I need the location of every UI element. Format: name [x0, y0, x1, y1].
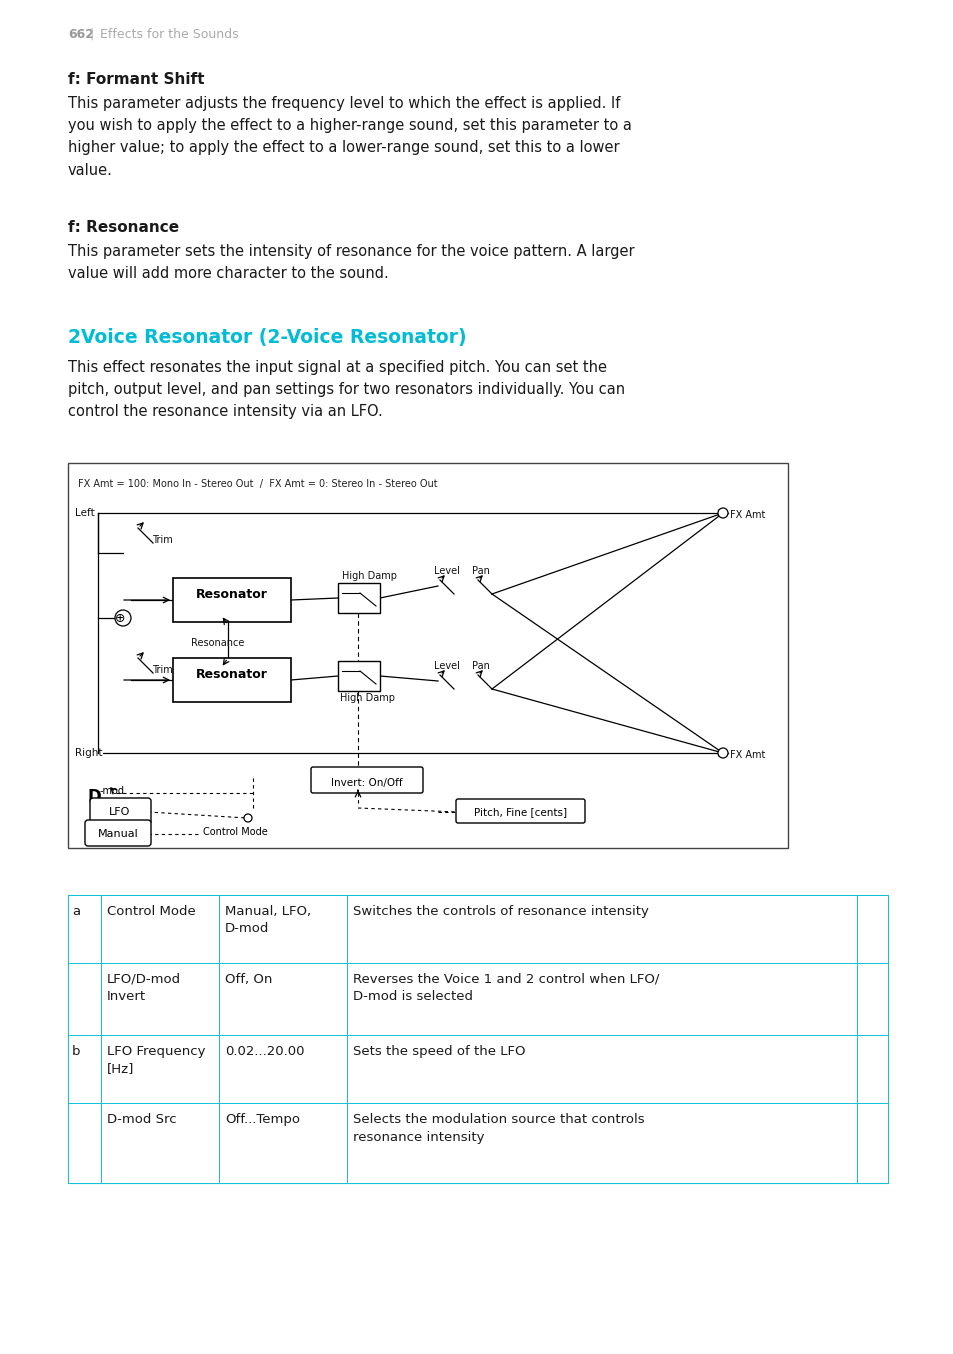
Text: 662: 662: [68, 28, 94, 41]
Bar: [101, 895, 219, 963]
Text: Trim: Trim: [152, 665, 172, 676]
Bar: [68, 463, 787, 848]
Text: Pitch, Fine [cents]: Pitch, Fine [cents]: [474, 807, 567, 816]
Bar: [101, 1034, 219, 1104]
Bar: [856, 1034, 887, 1104]
Text: Invert: On/Off: Invert: On/Off: [331, 779, 402, 788]
Text: LFO/D-mod
Invert: LFO/D-mod Invert: [107, 974, 181, 1003]
Bar: [337, 584, 379, 613]
Text: D-mod Src: D-mod Src: [107, 1113, 176, 1127]
Bar: [347, 1034, 856, 1104]
Circle shape: [115, 611, 131, 626]
Text: Level: Level: [434, 566, 459, 575]
FancyBboxPatch shape: [85, 821, 151, 846]
Text: f: Resonance: f: Resonance: [68, 219, 179, 236]
Circle shape: [244, 814, 252, 822]
Bar: [101, 1104, 219, 1183]
Text: This parameter sets the intensity of resonance for the voice pattern. A larger
v: This parameter sets the intensity of res…: [68, 244, 634, 282]
Bar: [101, 963, 219, 1034]
Text: LFO: LFO: [110, 807, 131, 816]
Text: Control Mode: Control Mode: [203, 827, 268, 837]
Bar: [68, 1104, 101, 1183]
Text: Sets the speed of the LFO: Sets the speed of the LFO: [353, 1045, 525, 1057]
Text: Level: Level: [434, 661, 459, 672]
Text: -mod: -mod: [100, 787, 125, 796]
Bar: [347, 963, 856, 1034]
Text: Control Mode: Control Mode: [107, 904, 195, 918]
Text: Resonator: Resonator: [196, 588, 268, 601]
Text: 0.02...20.00: 0.02...20.00: [225, 1045, 304, 1057]
Text: High Damp: High Damp: [339, 693, 395, 703]
Bar: [219, 1104, 347, 1183]
Text: This parameter adjusts the frequency level to which the effect is applied. If
yo: This parameter adjusts the frequency lev…: [68, 96, 631, 177]
Text: Left: Left: [75, 508, 94, 519]
Text: Manual, LFO,
D-mod: Manual, LFO, D-mod: [225, 904, 311, 936]
Bar: [68, 895, 887, 1183]
Text: Manual: Manual: [97, 829, 138, 839]
Text: Effects for the Sounds: Effects for the Sounds: [100, 28, 238, 41]
Text: This effect resonates the input signal at a specified pitch. You can set the
pit: This effect resonates the input signal a…: [68, 360, 624, 420]
Bar: [856, 1104, 887, 1183]
Bar: [219, 1034, 347, 1104]
Bar: [68, 1034, 101, 1104]
Text: Right: Right: [75, 747, 102, 758]
FancyBboxPatch shape: [311, 766, 422, 793]
Bar: [856, 963, 887, 1034]
Text: D: D: [88, 788, 102, 806]
Text: Selects the modulation source that controls
resonance intensity: Selects the modulation source that contr…: [353, 1113, 644, 1144]
Text: Resonator: Resonator: [196, 668, 268, 681]
Circle shape: [718, 508, 727, 519]
Text: |: |: [89, 28, 93, 41]
Bar: [219, 963, 347, 1034]
Bar: [172, 578, 291, 621]
Text: ⊕: ⊕: [114, 612, 125, 624]
Text: f: Formant Shift: f: Formant Shift: [68, 72, 204, 87]
FancyBboxPatch shape: [456, 799, 584, 823]
Circle shape: [718, 747, 727, 758]
Text: b: b: [71, 1045, 80, 1057]
Bar: [68, 963, 101, 1034]
Text: LFO Frequency
[Hz]: LFO Frequency [Hz]: [107, 1045, 205, 1075]
Text: FX Amt: FX Amt: [729, 750, 764, 760]
Text: a: a: [71, 904, 80, 918]
Text: Resonance: Resonance: [191, 638, 244, 649]
Text: Off...Tempo: Off...Tempo: [225, 1113, 299, 1127]
Bar: [68, 895, 101, 963]
Bar: [856, 895, 887, 963]
Text: Pan: Pan: [472, 661, 489, 672]
Text: Switches the controls of resonance intensity: Switches the controls of resonance inten…: [353, 904, 648, 918]
Bar: [337, 661, 379, 691]
Text: FX Amt: FX Amt: [729, 510, 764, 520]
Text: Off, On: Off, On: [225, 974, 273, 986]
Text: Trim: Trim: [152, 535, 172, 546]
Bar: [172, 658, 291, 701]
Bar: [347, 1104, 856, 1183]
Text: Reverses the Voice 1 and 2 control when LFO/
D-mod is selected: Reverses the Voice 1 and 2 control when …: [353, 974, 659, 1003]
Bar: [219, 895, 347, 963]
Text: FX Amt = 100: Mono In - Stereo Out  /  FX Amt = 0: Stereo In - Stereo Out: FX Amt = 100: Mono In - Stereo Out / FX …: [78, 479, 437, 489]
Text: Pan: Pan: [472, 566, 489, 575]
FancyBboxPatch shape: [90, 798, 151, 825]
Text: High Damp: High Damp: [341, 571, 396, 581]
Bar: [347, 895, 856, 963]
Text: 2Voice Resonator (2-Voice Resonator): 2Voice Resonator (2-Voice Resonator): [68, 328, 466, 347]
